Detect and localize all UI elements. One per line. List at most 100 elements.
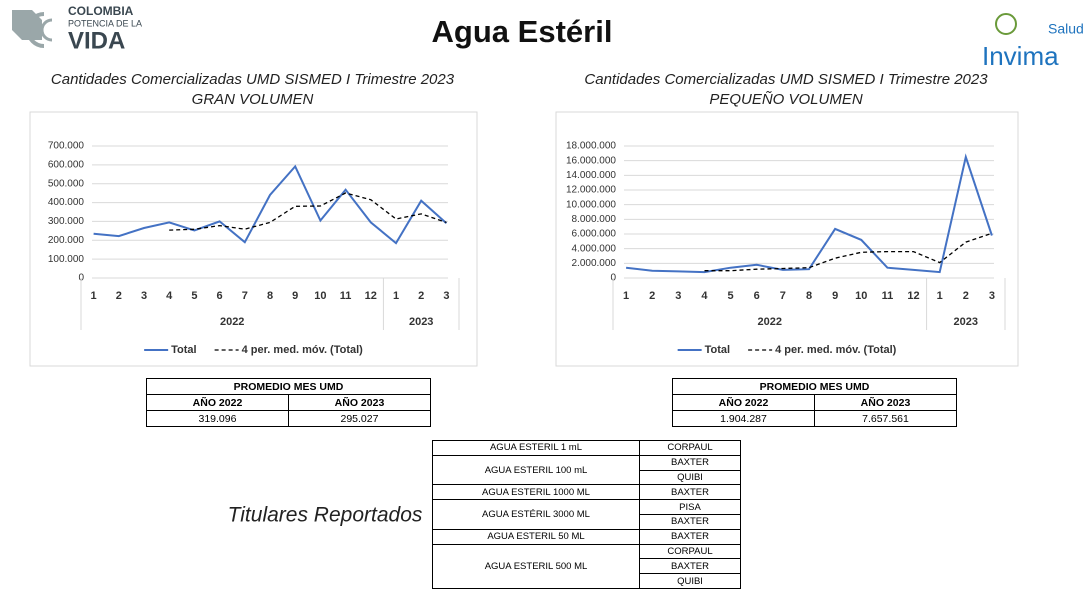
x-tick-label: 2 [649, 290, 655, 302]
x-tick-label: 8 [806, 290, 812, 302]
holder-cell: QUIBI [639, 469, 741, 486]
x-tick-label: 7 [780, 290, 786, 302]
column-header: AÑO 2022 [146, 394, 289, 411]
chart: 02.000.0004.000.0006.000.0008.000.00010.… [555, 111, 1019, 367]
x-tick-label: 11 [340, 290, 352, 302]
cell: 1.904.287 [672, 410, 815, 427]
average-table: PROMEDIO MES UMD AÑO 2022 AÑO 2023 319.09… [146, 378, 432, 427]
table-header: PROMEDIO MES UMD [146, 378, 431, 395]
y-tick-label: 16.000.000 [566, 155, 616, 166]
y-tick-label: 600.000 [48, 159, 85, 170]
x-tick-label: 1 [393, 290, 399, 302]
legend-label: Total [171, 344, 196, 356]
cell: 319.096 [146, 410, 289, 427]
product-cell: AGUA ESTERIL 1000 ML [432, 484, 640, 501]
chart: 0100.000200.000300.000400.000500.000600.… [29, 111, 478, 367]
x-tick-label: 1 [623, 290, 629, 302]
holder-cell: BAXTER [639, 454, 741, 471]
logo-text: VIDA [68, 27, 125, 54]
table-row: AGUA ESTERIL 500 ML CORPAUL [432, 543, 741, 589]
y-tick-label: 500.000 [48, 178, 85, 189]
table-row: AGUA ESTERIL 100 mL BAXTER [432, 454, 741, 486]
y-tick-label: 10.000.000 [566, 199, 616, 210]
x-tick-label: 11 [882, 290, 894, 302]
x-tick-label: 6 [754, 290, 760, 302]
y-tick-label: 4.000.000 [572, 243, 617, 254]
x-tick-label: 2 [963, 290, 969, 302]
x-tick-label: 12 [907, 290, 919, 302]
cell: 295.027 [287, 410, 432, 427]
x-tick-label: 12 [365, 290, 377, 302]
holder-cell: BAXTER [639, 484, 741, 501]
series-line [704, 232, 993, 272]
average-table: PROMEDIO MES UMD AÑO 2022 AÑO 2023 1.904.… [672, 378, 958, 427]
table-row: AGUA ESTERIL 50 ML BAXTER [432, 528, 741, 545]
column-header: AÑO 2023 [287, 394, 432, 411]
y-tick-label: 200.000 [48, 235, 85, 246]
x-tick-label: 3 [141, 290, 147, 302]
x-tick-label: 3 [675, 290, 681, 302]
chart-frame [29, 111, 478, 367]
legend-label: 4 per. med. móv. (Total) [775, 344, 897, 356]
y-tick-label: 6.000.000 [572, 229, 617, 240]
y-tick-label: 2.000.000 [572, 258, 617, 269]
y-tick-label: 400.000 [48, 197, 85, 208]
x-tick-label: 8 [267, 290, 273, 302]
holder-cell: BAXTER [639, 558, 741, 575]
holder-cell: BAXTER [639, 528, 741, 545]
legend: Total 4 per. med. móv. (Total) [677, 344, 897, 356]
legend-label: 4 per. med. móv. (Total) [242, 344, 364, 356]
x-tick-label: 1 [91, 290, 97, 302]
x-group-label: 2023 [409, 316, 433, 328]
legend-label: Total [705, 344, 730, 356]
x-tick-label: 1 [937, 290, 943, 302]
x-tick-label: 9 [292, 290, 298, 302]
holder-cell: PISA [639, 499, 741, 515]
x-tick-label: 2 [418, 290, 424, 302]
y-tick-label: 12.000.000 [566, 185, 616, 196]
holder-cell: BAXTER [639, 513, 741, 530]
series-line [625, 153, 993, 274]
chart-frame [555, 111, 1019, 367]
chart-title: Cantidades Comercializadas UMD SISMED I … [584, 71, 988, 88]
x-tick-label: 9 [832, 290, 838, 302]
holder-cell: CORPAUL [639, 440, 741, 456]
logo-left: COLOMBIA POTENCIA DE LA VIDA [12, 4, 142, 54]
x-tick-label: 7 [242, 290, 248, 302]
y-tick-label: 700.000 [48, 141, 85, 152]
table-row: AGUA ESTERIL 1000 ML BAXTER [432, 484, 741, 501]
x-tick-label: 6 [217, 290, 223, 302]
y-tick-label: 300.000 [48, 216, 85, 227]
logo-arc [26, 12, 45, 48]
logo-emblem [995, 13, 1017, 35]
series-line [93, 164, 448, 245]
chart-subtitle: GRAN VOLUMEN [192, 91, 314, 108]
product-cell: AGUA ESTERIL 1 mL [432, 440, 640, 456]
column-header: AÑO 2023 [813, 394, 958, 411]
product-cell: AGUA ESTERIL 50 ML [432, 528, 640, 545]
x-tick-label: 10 [855, 290, 867, 302]
series-line [169, 192, 447, 231]
logo-right: Salud Invima [982, 13, 1083, 71]
holder-cell: CORPAUL [639, 543, 741, 560]
product-cell: AGUA ESTERIL 500 ML [432, 543, 640, 589]
x-group-label: 2023 [954, 316, 978, 328]
holder-cell: QUIBI [639, 573, 741, 589]
legend: Total 4 per. med. móv. (Total) [144, 344, 363, 356]
y-tick-label: 100.000 [48, 254, 85, 265]
table-row: AGUA ESTÉRIL 3000 ML PISA [432, 499, 741, 530]
page-title: Agua Estéril [432, 14, 613, 49]
x-tick-label: 3 [989, 290, 995, 302]
holders-label: Titulares Reportados [228, 504, 423, 527]
chart-title: Cantidades Comercializadas UMD SISMED I … [51, 71, 455, 88]
holders-table: AGUA ESTERIL 1 mL CORPAUL AGUA ESTERIL 100… [432, 440, 741, 589]
x-group-label: 2022 [220, 316, 244, 328]
logo-text: POTENCIA DE LA [68, 18, 142, 28]
y-tick-label: 14.000.000 [566, 170, 616, 181]
logo-text: Salud [1048, 21, 1083, 37]
x-tick-label: 4 [166, 290, 173, 302]
x-tick-label: 5 [191, 290, 197, 302]
logo-text: COLOMBIA [68, 4, 134, 18]
